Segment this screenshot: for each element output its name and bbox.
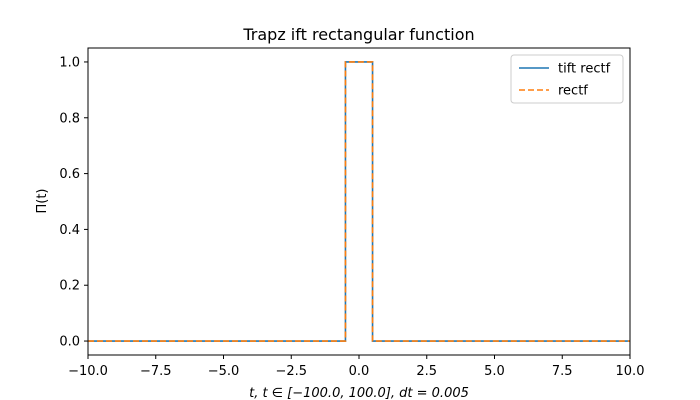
- x-axis: −10.0 −7.5 −5.0 −2.5 0.0 2.5 5.0 7.5 10.0: [68, 355, 644, 379]
- y-axis: 0.0 0.2 0.4 0.6 0.8 1.0: [59, 55, 88, 350]
- y-tick-label: 1.0: [59, 55, 80, 70]
- x-tick-label: 10.0: [616, 364, 645, 379]
- legend-label: rectf: [558, 84, 588, 99]
- series-line-tift-rectf: [88, 61, 630, 342]
- x-tick-label: 0.0: [349, 364, 370, 379]
- legend-label: tift rectf: [558, 62, 611, 77]
- y-tick-label: 0.4: [59, 223, 80, 238]
- y-tick-label: 0.2: [59, 279, 80, 294]
- x-tick-label: −5.0: [208, 364, 240, 379]
- x-tick-label: 2.5: [416, 364, 437, 379]
- x-tick-label: −7.5: [140, 364, 172, 379]
- x-tick-label: −2.5: [275, 364, 307, 379]
- x-tick-label: −10.0: [68, 364, 108, 379]
- y-axis-label: Π(t): [35, 188, 50, 213]
- y-tick-label: 0.6: [59, 167, 80, 182]
- legend: tift rectf rectf: [510, 54, 624, 104]
- series-line-rectf: [88, 61, 630, 342]
- x-tick-label: 7.5: [552, 364, 573, 379]
- x-axis-label: t, t ∈ [−100.0, 100.0], dt = 0.005: [249, 386, 469, 400]
- x-tick-label: 5.0: [484, 364, 505, 379]
- legend-box: [510, 54, 624, 104]
- chart-title: Trapz ift rectangular function: [242, 25, 474, 44]
- y-tick-label: 0.8: [59, 111, 80, 126]
- plot-area: [88, 61, 630, 342]
- y-tick-label: 0.0: [59, 335, 80, 350]
